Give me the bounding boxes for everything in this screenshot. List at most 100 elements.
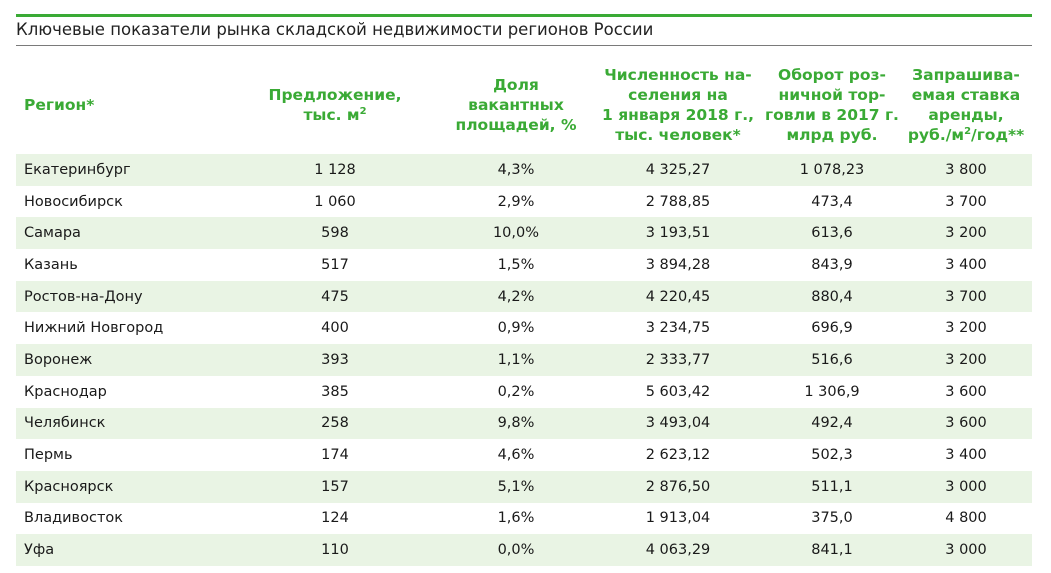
cell-supply: 1 060 xyxy=(314,193,356,210)
cell-population: 3 894,28 xyxy=(645,256,711,273)
table-row: Владивосток 124 1,6% 1 913,04 375,0 4 800 xyxy=(16,503,1032,535)
table-row: Уфа 110 0,0% 4 063,29 841,1 3 000 xyxy=(16,534,1032,566)
header-rent: Запрашива- емая ставка аренды, руб./м2/г… xyxy=(907,66,1025,144)
cell-population: 3 193,51 xyxy=(645,225,711,242)
cell-turnover: 511,1 xyxy=(811,478,853,495)
cell-region: Краснодар xyxy=(24,383,107,400)
cell-rent: 3 700 xyxy=(945,193,987,210)
cell-rent: 3 200 xyxy=(945,351,987,368)
cell-turnover: 1 078,23 xyxy=(799,161,865,178)
cell-region: Екатеринбург xyxy=(24,161,131,178)
cell-rent: 3 700 xyxy=(945,288,987,305)
cell-region: Ростов-на-Дону xyxy=(24,288,143,305)
table-row: Пермь 174 4,6% 2 623,12 502,3 3 400 xyxy=(16,439,1032,471)
header-region: Регион* xyxy=(24,96,95,114)
table-header-row: Регион* Предложение, тыс. м2 Доля вакант… xyxy=(16,56,1032,154)
cell-supply: 598 xyxy=(321,225,349,242)
cell-region: Красноярск xyxy=(24,478,114,495)
cell-vacancy: 4,3% xyxy=(497,161,535,178)
header-vacancy: Доля вакантных площадей, % xyxy=(455,76,577,134)
cell-vacancy: 1,5% xyxy=(497,256,535,273)
cell-turnover: 613,6 xyxy=(811,225,853,242)
page-title: Ключевые показатели рынка складской недв… xyxy=(16,20,654,39)
cell-region: Владивосток xyxy=(24,510,124,527)
table-row: Новосибирск 1 060 2,9% 2 788,85 473,4 3 700 xyxy=(16,186,1032,218)
cell-vacancy: 10,0% xyxy=(492,225,540,242)
cell-rent: 3 400 xyxy=(945,256,987,273)
table-row: Краснодар 385 0,2% 5 603,42 1 306,9 3 600 xyxy=(16,376,1032,408)
header-population: Численность на- селения на 1 января 2018… xyxy=(602,66,754,144)
cell-turnover: 502,3 xyxy=(811,447,853,464)
cell-rent: 3 000 xyxy=(945,478,987,495)
cell-population: 1 913,04 xyxy=(645,510,711,527)
cell-vacancy: 1,6% xyxy=(497,510,535,527)
table-row: Воронеж 393 1,1% 2 333,77 516,6 3 200 xyxy=(16,344,1032,376)
cell-supply: 258 xyxy=(321,415,349,432)
cell-rent: 3 400 xyxy=(945,447,987,464)
cell-rent: 3 600 xyxy=(945,383,987,400)
table-row: Нижний Новгород 400 0,9% 3 234,75 696,9 3 200 xyxy=(16,312,1032,344)
cell-turnover: 1 306,9 xyxy=(804,383,860,400)
cell-supply: 517 xyxy=(321,256,349,273)
cell-population: 4 220,45 xyxy=(645,288,711,305)
cell-turnover: 841,1 xyxy=(811,542,853,559)
cell-population: 3 493,04 xyxy=(645,415,711,432)
cell-rent: 3 600 xyxy=(945,415,987,432)
cell-vacancy: 9,8% xyxy=(497,415,535,432)
cell-vacancy: 2,9% xyxy=(497,193,535,210)
cell-vacancy: 0,2% xyxy=(497,383,535,400)
cell-vacancy: 0,9% xyxy=(497,320,535,337)
header-turnover: Оборот роз- ничной тор- говли в 2017 г. … xyxy=(765,66,899,144)
table-row: Екатеринбург 1 128 4,3% 4 325,27 1 078,23 3 8… xyxy=(16,154,1032,186)
cell-rent: 3 800 xyxy=(945,161,987,178)
cell-turnover: 375,0 xyxy=(811,510,853,527)
cell-supply: 157 xyxy=(321,478,349,495)
cell-supply: 1 128 xyxy=(314,161,356,178)
cell-population: 4 325,27 xyxy=(645,161,711,178)
cell-turnover: 880,4 xyxy=(811,288,853,305)
table-row: Самара 598 10,0% 3 193,51 613,6 3 200 xyxy=(16,217,1032,250)
cell-rent: 3 000 xyxy=(945,542,987,559)
table-row: Казань 517 1,5% 3 894,28 843,9 3 400 xyxy=(16,249,1032,281)
cell-region: Челябинск xyxy=(24,415,106,432)
cell-supply: 393 xyxy=(321,351,349,368)
table-row: Красноярск 157 5,1% 2 876,50 511,1 3 000 xyxy=(16,470,1032,503)
cell-vacancy: 4,2% xyxy=(497,288,535,305)
cell-population: 2 623,12 xyxy=(645,447,711,464)
cell-region: Пермь xyxy=(24,447,73,464)
cell-turnover: 473,4 xyxy=(811,193,853,210)
cell-supply: 475 xyxy=(321,288,349,305)
cell-population: 5 603,42 xyxy=(645,383,711,400)
cell-region: Воронеж xyxy=(24,351,93,368)
cell-supply: 124 xyxy=(321,510,349,527)
cell-region: Казань xyxy=(24,256,78,273)
cell-region: Нижний Новгород xyxy=(24,320,164,337)
cell-population: 2 333,77 xyxy=(645,351,711,368)
cell-vacancy: 4,6% xyxy=(497,447,535,464)
cell-turnover: 696,9 xyxy=(811,320,853,337)
cell-supply: 385 xyxy=(321,383,349,400)
cell-supply: 400 xyxy=(321,320,349,337)
cell-population: 4 063,29 xyxy=(645,542,711,559)
cell-rent: 3 200 xyxy=(945,320,987,337)
warehouse-market-table: Регион* Предложение, тыс. м2 Доля вакант… xyxy=(16,56,1032,566)
cell-vacancy: 1,1% xyxy=(497,351,535,368)
cell-vacancy: 0,0% xyxy=(497,542,535,559)
cell-supply: 110 xyxy=(321,542,349,559)
cell-turnover: 492,4 xyxy=(811,415,853,432)
cell-population: 3 234,75 xyxy=(645,320,711,337)
cell-vacancy: 5,1% xyxy=(497,478,535,495)
cell-population: 2 876,50 xyxy=(645,478,711,495)
top-accent-line xyxy=(16,14,1032,17)
cell-supply: 174 xyxy=(321,447,349,464)
cell-rent: 4 800 xyxy=(945,510,987,527)
cell-region: Уфа xyxy=(24,542,55,559)
title-divider xyxy=(16,45,1032,46)
table-row: Челябинск 258 9,8% 3 493,04 492,4 3 600 xyxy=(16,407,1032,440)
cell-region: Самара xyxy=(24,225,81,242)
header-supply: Предложение, тыс. м2 xyxy=(268,86,402,124)
cell-turnover: 516,6 xyxy=(811,351,853,368)
table-row: Ростов-на-Дону 475 4,2% 4 220,45 880,4 3 700 xyxy=(16,280,1032,313)
cell-population: 2 788,85 xyxy=(645,193,711,210)
cell-turnover: 843,9 xyxy=(811,256,853,273)
